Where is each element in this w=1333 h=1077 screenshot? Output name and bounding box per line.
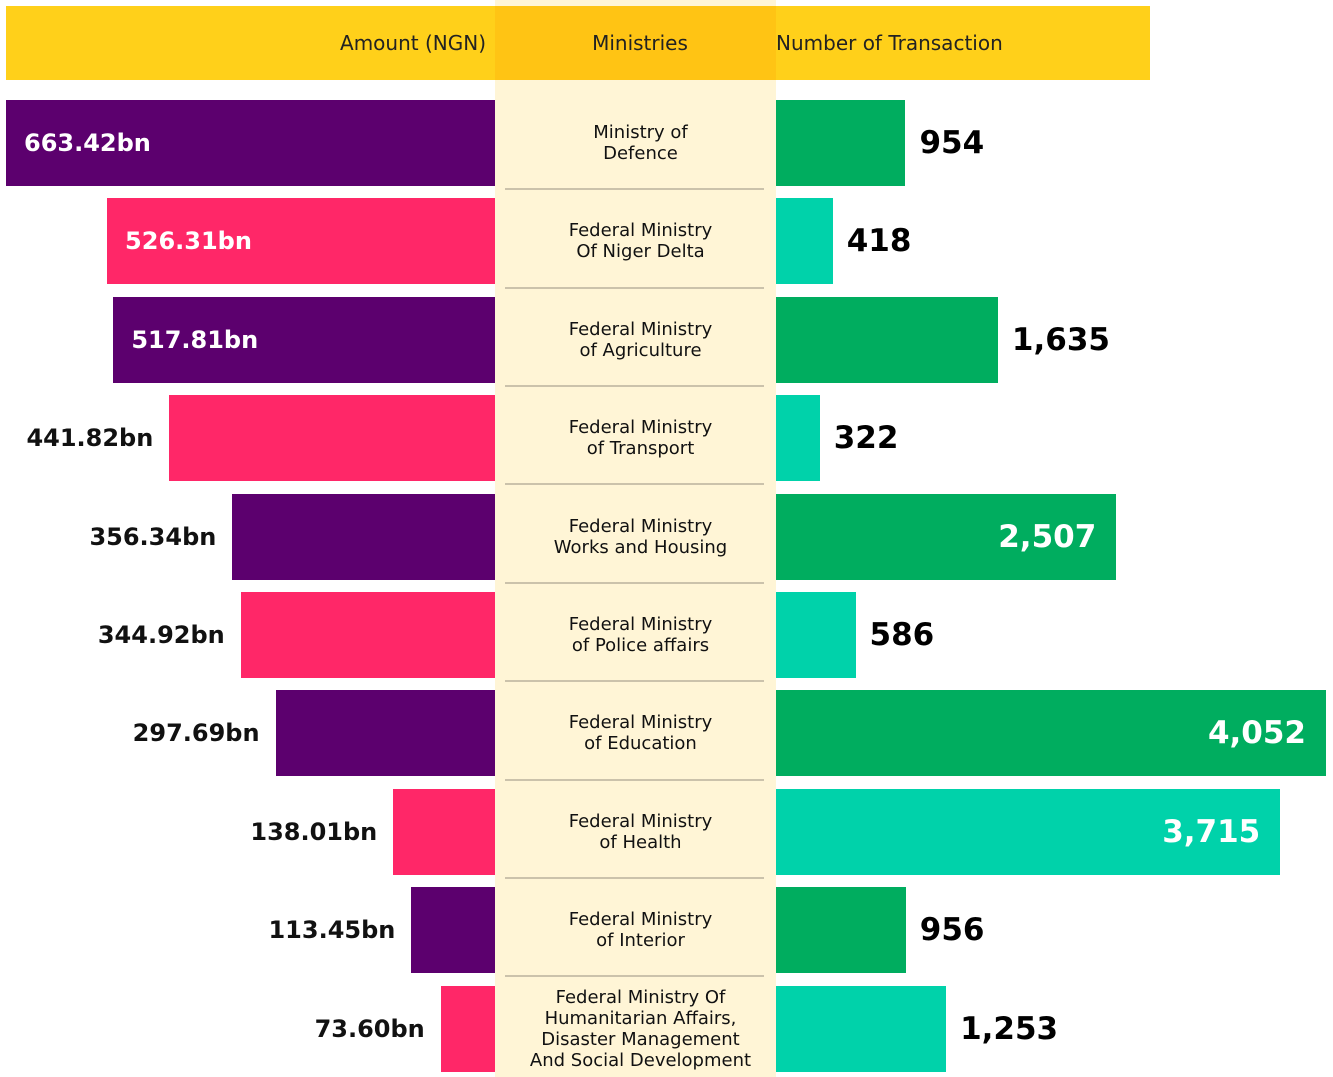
transaction-label: 2,507 bbox=[998, 518, 1097, 555]
middle-column bbox=[495, 0, 776, 1077]
right-header: Number of Transaction bbox=[776, 31, 1003, 55]
ministry-label: Federal Ministry of Agriculture bbox=[568, 318, 713, 361]
amount-label: 441.82bn bbox=[26, 424, 154, 453]
amount-bar bbox=[275, 690, 495, 777]
transaction-label: 954 bbox=[919, 125, 985, 161]
ministry-label: Federal Ministry of Education bbox=[568, 712, 713, 755]
row-separator bbox=[505, 975, 764, 978]
amount-bar bbox=[107, 198, 495, 285]
amount-label: 517.81bn bbox=[131, 325, 259, 354]
transaction-label: 322 bbox=[833, 420, 899, 457]
transaction-bar bbox=[776, 887, 906, 974]
middle-header-label: Ministries bbox=[592, 31, 688, 55]
transaction-bar bbox=[776, 395, 820, 482]
amount-bar bbox=[240, 592, 495, 678]
ministry-label: Federal Ministry of Transport bbox=[568, 417, 713, 460]
transaction-bar bbox=[776, 198, 833, 285]
row-separator bbox=[505, 778, 764, 781]
amount-label: 138.01bn bbox=[250, 817, 378, 846]
ministry-label: Federal Ministry of Police affairs bbox=[568, 614, 713, 656]
amount-bar bbox=[6, 100, 495, 186]
row-separator bbox=[505, 680, 764, 683]
ministry-label: Federal Ministry Of Niger Delta bbox=[568, 220, 713, 263]
transaction-bar bbox=[776, 592, 856, 678]
amount-bar bbox=[232, 493, 495, 580]
transaction-bar bbox=[776, 788, 1281, 875]
transaction-label: 418 bbox=[846, 223, 912, 260]
transaction-label: 1,253 bbox=[960, 1010, 1059, 1047]
amount-label: 663.42bn bbox=[24, 129, 151, 157]
transaction-bar bbox=[776, 690, 1326, 777]
transaction-bar bbox=[776, 100, 906, 186]
transaction-label: 1,635 bbox=[1011, 321, 1110, 358]
row-separator bbox=[505, 385, 764, 387]
amount-bar bbox=[440, 985, 495, 1072]
amount-label: 113.45bn bbox=[268, 916, 396, 945]
row-separator bbox=[505, 581, 764, 584]
transaction-bar bbox=[776, 985, 947, 1072]
amount-label: 297.69bn bbox=[132, 719, 260, 748]
ministry-label: Federal Ministry of Health bbox=[568, 810, 713, 853]
amount-bar bbox=[113, 296, 495, 383]
transaction-bar bbox=[776, 493, 1117, 580]
row-separator bbox=[505, 188, 764, 191]
transaction-label: 4,052 bbox=[1207, 715, 1306, 752]
ministry-label: Federal Ministry Works and Housing bbox=[553, 515, 728, 558]
ministry-label: Ministry of Defence bbox=[593, 122, 688, 164]
transaction-bar bbox=[776, 296, 998, 383]
transaction-label: 586 bbox=[869, 617, 935, 653]
amount-label: 526.31bn bbox=[125, 227, 252, 256]
amount-bar bbox=[169, 395, 495, 482]
transaction-label: 956 bbox=[919, 912, 985, 949]
row-separator bbox=[505, 286, 764, 289]
row-separator bbox=[505, 483, 764, 486]
row-separator bbox=[505, 877, 764, 879]
amount-label: 73.60bn bbox=[314, 1014, 425, 1043]
amount-label: 356.34bn bbox=[89, 522, 217, 551]
transaction-label: 3,715 bbox=[1162, 813, 1261, 850]
left-header: Amount (NGN) bbox=[340, 31, 486, 55]
amount-label: 344.92bn bbox=[97, 621, 225, 649]
amount-bar bbox=[411, 887, 495, 974]
middle-header bbox=[495, 6, 776, 80]
ministry-label: Federal Ministry Of Humanitarian Affairs… bbox=[529, 986, 752, 1071]
ministry-label: Federal Ministry of Interior bbox=[568, 909, 713, 952]
amount-bar bbox=[393, 788, 495, 875]
